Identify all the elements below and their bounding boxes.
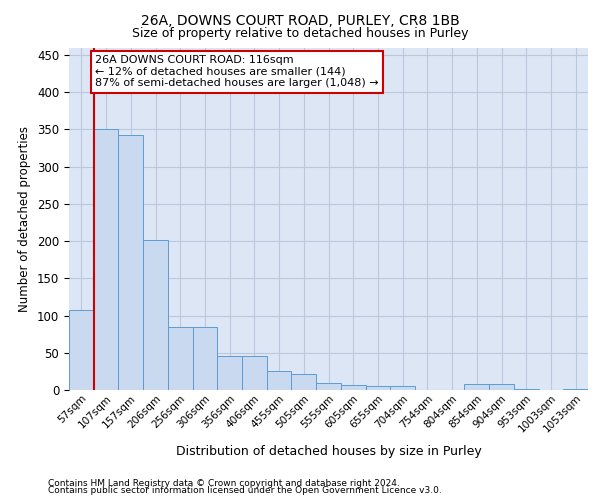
Bar bbox=[341, 385, 365, 390]
Bar bbox=[143, 240, 168, 390]
Text: 26A, DOWNS COURT ROAD, PURLEY, CR8 1BB: 26A, DOWNS COURT ROAD, PURLEY, CR8 1BB bbox=[140, 14, 460, 28]
Bar bbox=[94, 130, 118, 390]
Bar bbox=[168, 326, 193, 390]
Y-axis label: Number of detached properties: Number of detached properties bbox=[19, 126, 31, 312]
Bar bbox=[69, 310, 94, 390]
Text: Size of property relative to detached houses in Purley: Size of property relative to detached ho… bbox=[132, 28, 468, 40]
Bar bbox=[390, 386, 415, 390]
Text: Contains public sector information licensed under the Open Government Licence v3: Contains public sector information licen… bbox=[48, 486, 442, 495]
Bar bbox=[514, 388, 539, 390]
Bar bbox=[365, 386, 390, 390]
Bar bbox=[242, 356, 267, 390]
Bar bbox=[563, 388, 588, 390]
Bar bbox=[193, 326, 217, 390]
Bar bbox=[489, 384, 514, 390]
Bar bbox=[217, 356, 242, 390]
Bar bbox=[464, 384, 489, 390]
Text: 26A DOWNS COURT ROAD: 116sqm
← 12% of detached houses are smaller (144)
87% of s: 26A DOWNS COURT ROAD: 116sqm ← 12% of de… bbox=[95, 55, 379, 88]
Text: Contains HM Land Registry data © Crown copyright and database right 2024.: Contains HM Land Registry data © Crown c… bbox=[48, 478, 400, 488]
Bar bbox=[292, 374, 316, 390]
Bar bbox=[267, 372, 292, 390]
Bar bbox=[316, 382, 341, 390]
X-axis label: Distribution of detached houses by size in Purley: Distribution of detached houses by size … bbox=[176, 446, 481, 458]
Bar bbox=[118, 134, 143, 390]
